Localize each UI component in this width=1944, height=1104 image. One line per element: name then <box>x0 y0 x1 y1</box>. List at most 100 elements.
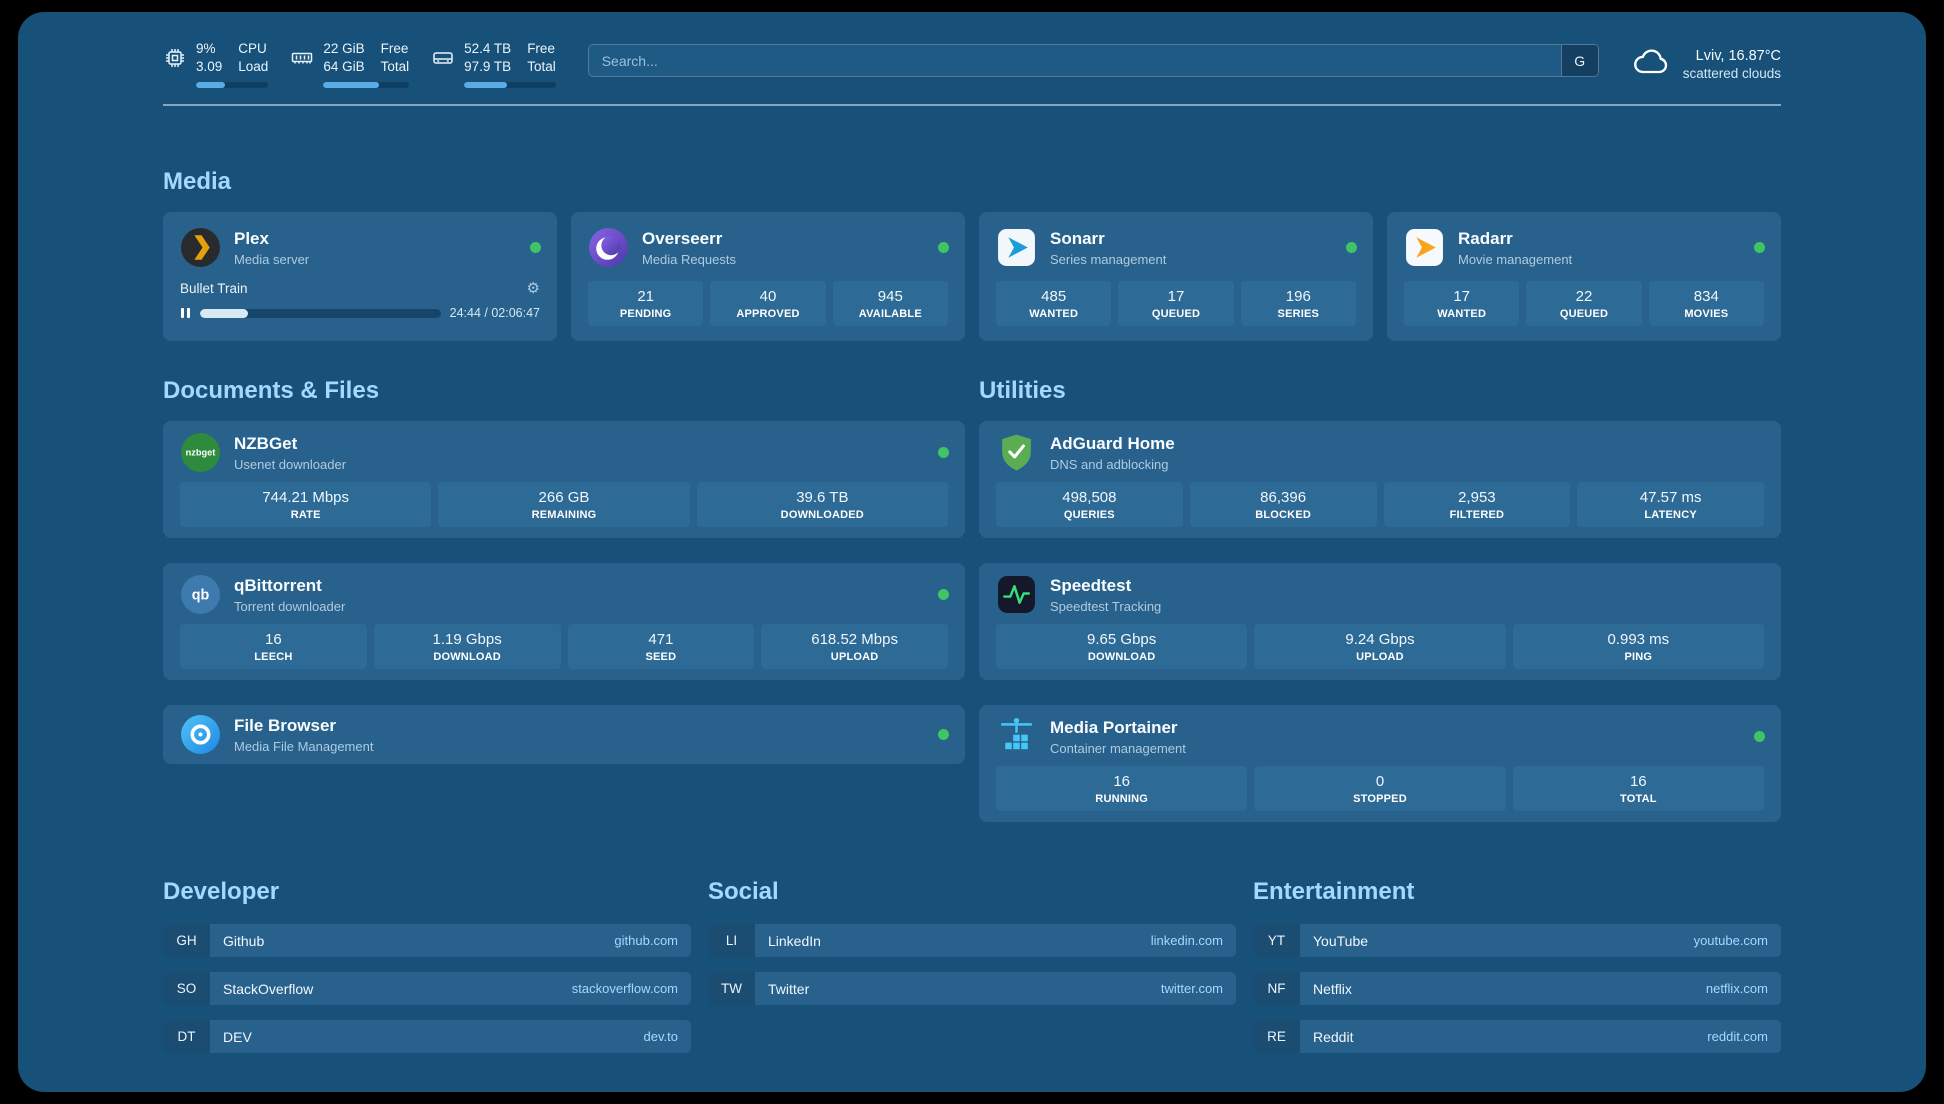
cpu-usage-bar-fill <box>196 82 225 88</box>
weather-widget: Lviv, 16.87°C scattered clouds <box>1631 42 1781 87</box>
stat-queued: 17 QUEUED <box>1118 281 1234 326</box>
bookmark-name: Github <box>223 932 265 949</box>
stat-download: 1.19 Gbps DOWNLOAD <box>373 624 561 669</box>
app-description: Speedtest Tracking <box>1050 598 1162 614</box>
disk-free-value: 52.4 TB <box>464 41 512 56</box>
bookmark-name: Twitter <box>768 980 810 997</box>
disk-free-label: Free <box>527 41 555 56</box>
app-description: Container management <box>1050 740 1186 756</box>
bookmark-url: stackoverflow.com <box>571 981 678 996</box>
section-title-media: Media <box>163 168 232 195</box>
app-description: Series management <box>1050 251 1167 267</box>
app-name: AdGuard Home <box>1050 433 1175 453</box>
bookmark-youtube[interactable]: YT YouTube youtube.com <box>1253 924 1781 957</box>
weather-location: Lviv, 16.87°C <box>1695 48 1781 64</box>
app-card-radarr[interactable]: Radarr Movie management 17 WANTED 22 QUE… <box>1387 212 1781 341</box>
radarr-icon <box>1404 227 1445 268</box>
stat-ping: 0.993 ms PING <box>1512 624 1764 669</box>
plex-icon <box>180 227 221 268</box>
app-description: DNS and adblocking <box>1050 456 1169 472</box>
bookmark-stackoverflow[interactable]: SO StackOverflow stackoverflow.com <box>163 972 691 1005</box>
app-card-nzbget[interactable]: nzbget NZBGet Usenet downloader 744.21 M… <box>163 421 965 538</box>
playback-progress-fill <box>200 308 249 318</box>
bookmarks-developer: Developer GH Github github.com SO StackO… <box>163 822 691 1068</box>
adguard-icon <box>996 432 1037 473</box>
nzbget-icon: nzbget <box>180 432 221 473</box>
app-card-qbittorrent[interactable]: qb qBittorrent Torrent downloader 16 LEE… <box>163 563 965 680</box>
bookmark-dev[interactable]: DT DEV dev.to <box>163 1020 691 1053</box>
app-card-sonarr[interactable]: Sonarr Series management 485 WANTED 17 Q… <box>979 212 1373 341</box>
cpu-widget: 9% CPU 3.09 Load <box>163 40 269 88</box>
stat-pending: 21 PENDING <box>588 281 704 326</box>
bookmark-name: YouTube <box>1313 932 1369 949</box>
status-online-dot <box>938 589 949 600</box>
stat-upload: 618.52 Mbps UPLOAD <box>761 624 948 669</box>
section-title-social: Social <box>708 878 779 905</box>
stat-queued: 22 QUEUED <box>1526 281 1642 326</box>
stat-wanted: 485 WANTED <box>996 281 1112 326</box>
disk-total-label: Total <box>527 59 556 74</box>
search-engine-button[interactable]: G <box>1560 45 1598 76</box>
bookmark-name: Reddit <box>1313 1028 1354 1045</box>
app-name: File Browser <box>234 715 337 735</box>
bookmark-url: twitter.com <box>1160 981 1223 996</box>
app-card-overseerr[interactable]: Overseerr Media Requests 21 PENDING 40 A… <box>571 212 965 341</box>
documents-column: Documents & Files nzbget NZBGet Usenet d… <box>163 341 965 822</box>
status-online-dot <box>938 242 949 253</box>
section-title-documents: Documents & Files <box>163 377 380 404</box>
stackoverflow-icon: SO <box>163 972 210 1005</box>
app-name: Overseerr <box>642 228 723 248</box>
utilities-column: Utilities AdGuard Home DNS and adblocki <box>979 341 1781 822</box>
app-card-filebrowser[interactable]: File Browser Media File Management <box>163 705 965 764</box>
svg-text:nzbget: nzbget <box>186 448 216 458</box>
app-description: Media server <box>234 251 310 267</box>
stat-blocked: 86,396 BLOCKED <box>1189 482 1377 527</box>
hardware-widgets: 9% CPU 3.09 Load <box>163 40 556 88</box>
stat-leech: 16 LEECH <box>180 624 367 669</box>
stat-seed: 471 SEED <box>567 624 755 669</box>
status-online-dot <box>1346 242 1357 253</box>
pause-icon[interactable] <box>180 307 191 319</box>
search-input[interactable] <box>587 44 1599 77</box>
app-card-plex[interactable]: Plex Media server Bullet Train ⚙ <box>163 212 557 341</box>
status-online-dot <box>530 242 541 253</box>
ram-usage-bar <box>323 82 410 88</box>
bookmark-name: DEV <box>223 1028 252 1045</box>
app-name: Media Portainer <box>1050 717 1178 737</box>
speedtest-icon <box>996 574 1037 615</box>
app-card-media-portainer[interactable]: Media Portainer Container management 16 … <box>979 705 1781 822</box>
settings-gear-icon[interactable]: ⚙ <box>526 280 540 297</box>
cpu-load-label: Load <box>238 59 269 74</box>
header-divider <box>163 104 1781 106</box>
disk-usage-bar <box>464 82 556 88</box>
app-description: Media Requests <box>642 251 736 267</box>
bookmark-netflix[interactable]: NF Netflix netflix.com <box>1253 972 1781 1005</box>
app-card-adguard-home[interactable]: AdGuard Home DNS and adblocking 498,508 … <box>979 421 1781 538</box>
bookmark-reddit[interactable]: RE Reddit reddit.com <box>1253 1020 1781 1053</box>
netflix-icon: NF <box>1253 972 1300 1005</box>
playback-progress-bar[interactable] <box>200 308 441 318</box>
top-bar: 9% CPU 3.09 Load <box>163 40 1781 88</box>
ram-free-label: Free <box>380 41 409 56</box>
ram-total-label: Total <box>380 59 410 74</box>
cpu-usage-bar <box>196 82 269 88</box>
playback-time: 24:44 / 02:06:47 <box>449 306 540 320</box>
bookmark-twitter[interactable]: TW Twitter twitter.com <box>708 972 1236 1005</box>
qbittorrent-icon: qb <box>180 574 221 615</box>
svg-text:qb: qb <box>192 588 210 604</box>
bookmark-url: reddit.com <box>1707 1029 1768 1044</box>
app-name: qBittorrent <box>234 575 322 595</box>
status-online-dot <box>1754 242 1765 253</box>
cpu-icon <box>163 46 187 70</box>
disk-usage-bar-fill <box>464 82 508 88</box>
bookmark-github[interactable]: GH Github github.com <box>163 924 691 957</box>
app-card-speedtest[interactable]: Speedtest Speedtest Tracking 9.65 Gbps D… <box>979 563 1781 680</box>
status-online-dot <box>938 447 949 458</box>
app-description: Usenet downloader <box>234 456 347 472</box>
twitter-icon: TW <box>708 972 755 1005</box>
stat-latency: 47.57 ms LATENCY <box>1577 482 1764 527</box>
bookmark-linkedin[interactable]: LI LinkedIn linkedin.com <box>708 924 1236 957</box>
sonarr-icon <box>996 227 1037 268</box>
stat-upload: 9.24 Gbps UPLOAD <box>1254 624 1506 669</box>
now-playing-widget: Bullet Train ⚙ 24:44 / 02:06:47 <box>180 281 540 320</box>
